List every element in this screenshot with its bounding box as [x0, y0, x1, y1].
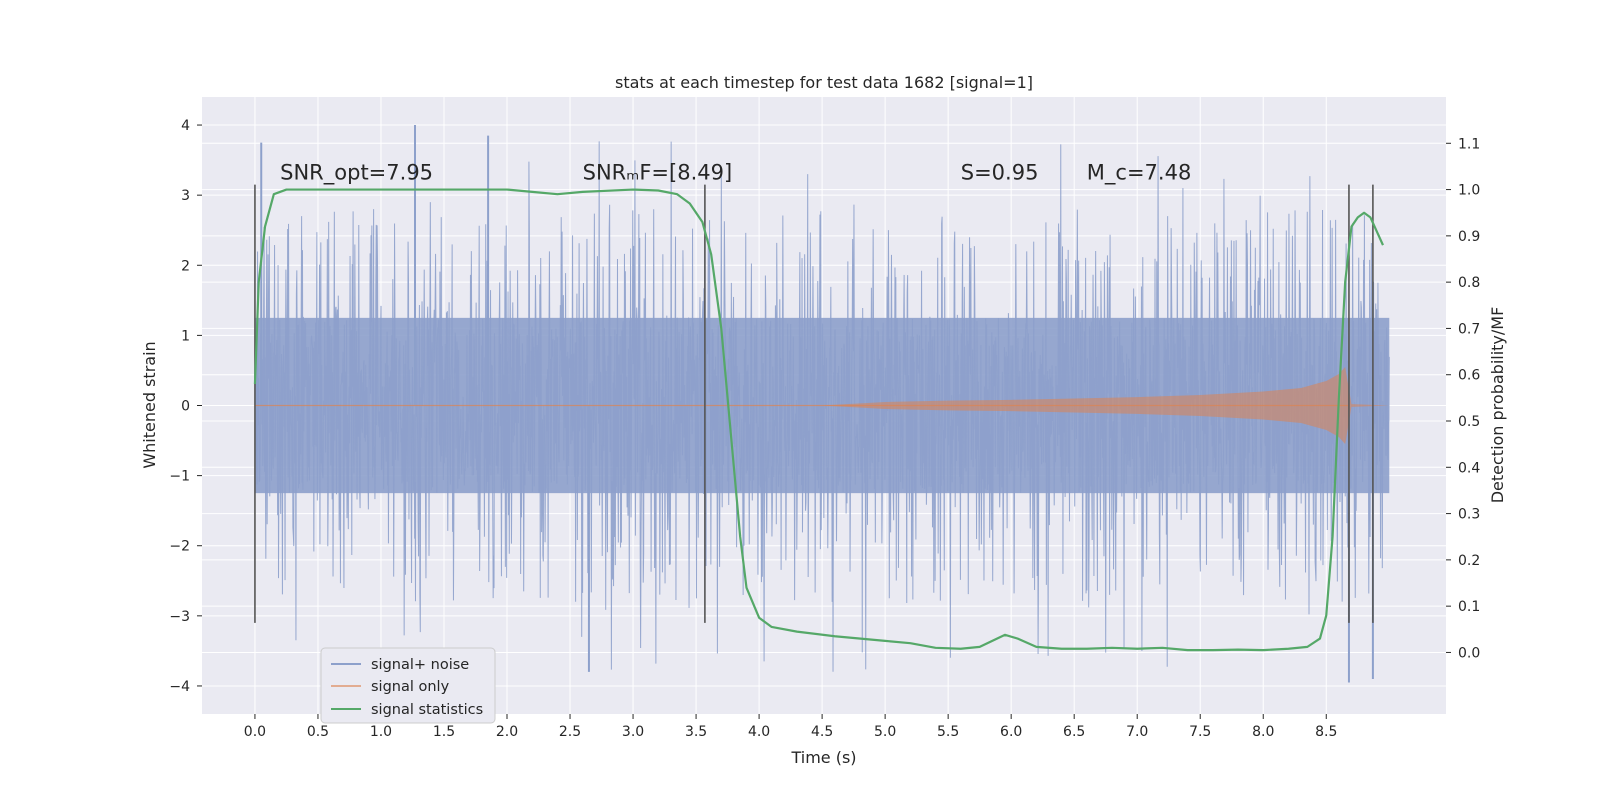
x-tick-label: 0.0	[244, 724, 266, 740]
y2-tick-label: 0.8	[1458, 275, 1480, 291]
chart-title: stats at each timestep for test data 168…	[615, 73, 1033, 92]
x-tick-label: 2.5	[559, 724, 581, 740]
x-tick-label: 8.0	[1252, 724, 1274, 740]
statistics-layer	[253, 188, 1384, 652]
annotation-mc-value: M_c=7.48	[1087, 161, 1192, 186]
y-tick-label: 4	[181, 118, 190, 134]
y2-tick-label: 1.1	[1458, 136, 1480, 152]
y-tick-label: −4	[169, 679, 190, 695]
annotation-snr-opt: SNR_opt=7.95	[280, 161, 433, 186]
y-tick-label: 1	[181, 328, 190, 344]
y2-tick-label: 0.1	[1458, 599, 1480, 615]
x-tick-label: 5.5	[937, 724, 959, 740]
y2-axis-label: Detection probability/MF	[1488, 307, 1507, 504]
y2-tick-label: 0.9	[1458, 229, 1480, 245]
legend-label-signal-noise: signal+ noise	[371, 657, 469, 673]
x-tick-label: 1.5	[433, 724, 455, 740]
vertical-markers	[254, 184, 1374, 623]
y2-tick-label: 0.2	[1458, 553, 1480, 569]
y2-tick-label: 0.5	[1458, 414, 1480, 430]
x-tick-label: 5.0	[874, 724, 896, 740]
x-tick-label: 4.0	[748, 724, 770, 740]
y-axis-label: Whitened strain	[140, 341, 159, 468]
axes: 0.0 0.5 1.0 1.5 2.0 2.5 3.0 3.5 4.0 4.5 5.0 5.5 6.0 6…	[169, 118, 1480, 740]
legend: signal+ noise signal only signal statist…	[320, 647, 496, 724]
annotation-snr-mf: SNRₘF=[8.49]	[583, 161, 733, 185]
signal-statistics-line	[253, 188, 1384, 652]
y-tick-label: −1	[169, 469, 190, 485]
x-tick-label: 3.0	[622, 724, 644, 740]
x-tick-label: 0.5	[307, 724, 329, 740]
y2-tick-label: 0.7	[1458, 321, 1480, 337]
y2-tick-label: 0.3	[1458, 507, 1480, 523]
x-tick-label: 6.5	[1063, 724, 1085, 740]
x-tick-label: 7.0	[1126, 724, 1148, 740]
y2-tick-label: 0.4	[1458, 460, 1480, 476]
x-tick-label: 4.5	[811, 724, 833, 740]
y2-tick-label: 1.0	[1458, 183, 1480, 199]
x-axis-label: Time (s)	[790, 748, 856, 767]
x-tick-label: 6.0	[1000, 724, 1022, 740]
signal-noise-line	[254, 141, 1390, 672]
y-tick-label: 0	[181, 399, 190, 415]
legend-label-signal-only: signal only	[371, 679, 450, 695]
y2-tick-label: 0.6	[1458, 368, 1480, 384]
x-tick-label: 2.0	[496, 724, 518, 740]
series-layer	[254, 125, 1390, 683]
legend-box	[320, 647, 496, 724]
annotations: SNR_opt=7.95 SNRₘF=[8.49] S=0.95 M_c=7.48	[280, 161, 1191, 186]
y-tick-label: 3	[181, 188, 190, 204]
y2-tick-label: 0.0	[1458, 645, 1480, 661]
y-tick-label: −2	[169, 539, 190, 555]
annotation-s-value: S=0.95	[961, 161, 1039, 185]
y-tick-label: 2	[181, 258, 190, 274]
y-tick-label: −3	[169, 609, 190, 625]
legend-label-signal-statistics: signal statistics	[371, 702, 483, 718]
x-tick-label: 7.5	[1189, 724, 1211, 740]
x-tick-label: 1.0	[370, 724, 392, 740]
x-tick-label: 8.5	[1315, 724, 1337, 740]
x-tick-label: 3.5	[685, 724, 707, 740]
